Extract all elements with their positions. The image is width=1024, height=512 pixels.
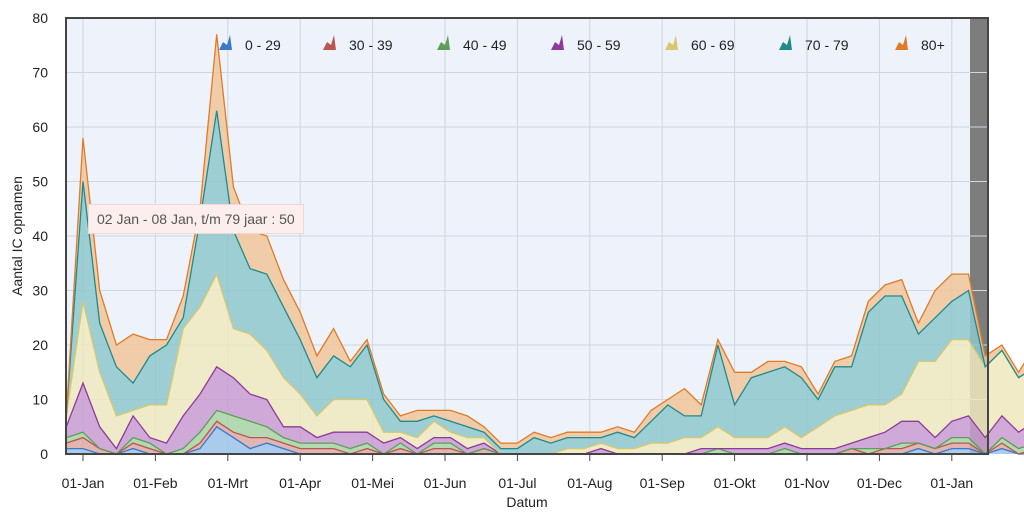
- legend-item[interactable]: 0 - 29: [219, 35, 281, 53]
- y-tick-label: 80: [32, 10, 48, 26]
- x-tick-label: 01-Okt: [714, 475, 756, 491]
- y-tick-label: 10: [32, 392, 48, 408]
- legend-label: 0 - 29: [245, 37, 281, 53]
- legend-swatch-icon: [665, 35, 678, 50]
- legend-item[interactable]: 60 - 69: [665, 35, 735, 53]
- legend-label: 80+: [921, 37, 945, 53]
- legend-swatch-icon: [437, 35, 450, 50]
- plot-frame: [65, 17, 989, 455]
- legend-swatch-icon: [551, 35, 564, 50]
- x-axis-title: Datum: [506, 494, 547, 510]
- x-tick-label: 01-Nov: [784, 475, 829, 491]
- legend-label: 70 - 79: [805, 37, 849, 53]
- area-50-59: [66, 366, 1024, 454]
- y-tick-label: 30: [32, 283, 48, 299]
- x-tick-label: 01-Mrt: [208, 475, 249, 491]
- chart-tooltip: 02 Jan - 08 Jan, t/m 79 jaar : 50: [88, 204, 304, 234]
- y-tick-label: 70: [32, 65, 48, 81]
- legend-label: 40 - 49: [463, 37, 507, 53]
- y-tick-label: 40: [32, 228, 48, 244]
- legend-item[interactable]: 70 - 79: [779, 35, 849, 53]
- area-70-79: [66, 110, 1024, 454]
- x-tick-label: 01-Apr: [279, 475, 321, 491]
- legend-item[interactable]: 80+: [895, 35, 945, 53]
- line-60-69: [65, 272, 1024, 455]
- legend-item[interactable]: 30 - 39: [323, 35, 393, 53]
- legend-swatch-icon: [323, 35, 336, 50]
- y-axis-title: Aantal IC opnamen: [9, 176, 25, 296]
- x-tick-label: 01-Feb: [133, 475, 178, 491]
- y-tick-label: 0: [40, 446, 48, 462]
- x-tick-label: 01-Sep: [640, 475, 685, 491]
- legend-item[interactable]: 50 - 59: [551, 35, 621, 53]
- x-tick-label: 01-Aug: [567, 475, 612, 491]
- x-tick-label: 01-Mei: [351, 475, 394, 491]
- x-tick-label: 01-Jan: [930, 475, 973, 491]
- y-tick-label: 60: [32, 119, 48, 135]
- y-tick-label: 50: [32, 174, 48, 190]
- legend-swatch-icon: [895, 35, 908, 50]
- x-tick-label: 01-Jan: [62, 475, 105, 491]
- legend-label: 50 - 59: [577, 37, 621, 53]
- line-80+: [65, 34, 1024, 444]
- x-tick-label: 01-Jun: [424, 475, 467, 491]
- x-tick-label: 01-Jul: [498, 475, 536, 491]
- x-tick-label: 01-Dec: [857, 475, 902, 491]
- area-80+: [66, 34, 1024, 449]
- legend-swatch-icon: [219, 35, 232, 50]
- legend-label: 60 - 69: [691, 37, 735, 53]
- legend-label: 30 - 39: [349, 37, 393, 53]
- legend-swatch-icon: [779, 35, 792, 50]
- legend-item[interactable]: 40 - 49: [437, 35, 507, 53]
- area-60-69: [66, 274, 1024, 454]
- y-tick-label: 20: [32, 337, 48, 353]
